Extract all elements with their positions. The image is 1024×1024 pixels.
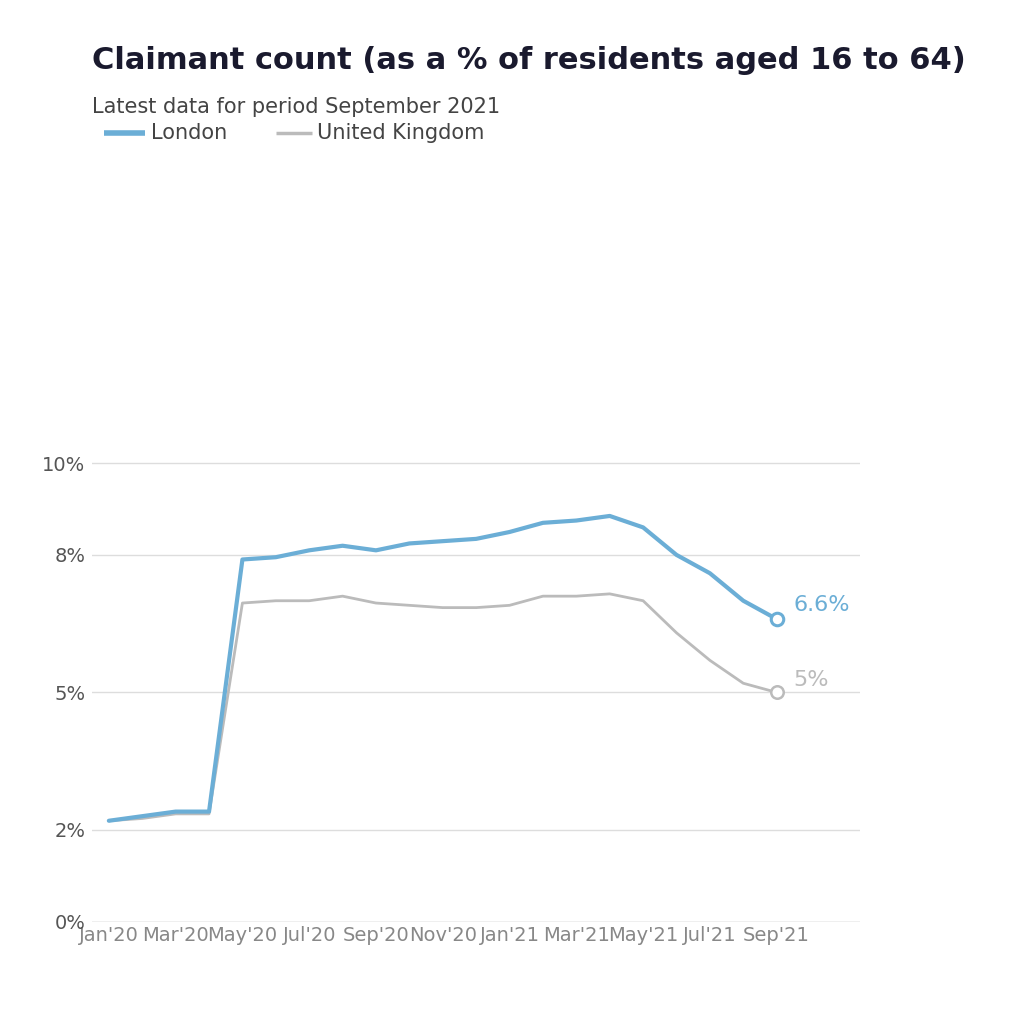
Text: Claimant count (as a % of residents aged 16 to 64): Claimant count (as a % of residents aged… (92, 46, 966, 75)
Text: Latest data for period September 2021: Latest data for period September 2021 (92, 97, 501, 118)
Text: 6.6%: 6.6% (794, 595, 850, 615)
Text: London: London (151, 123, 226, 143)
Text: 5%: 5% (794, 670, 828, 689)
Text: United Kingdom: United Kingdom (317, 123, 484, 143)
